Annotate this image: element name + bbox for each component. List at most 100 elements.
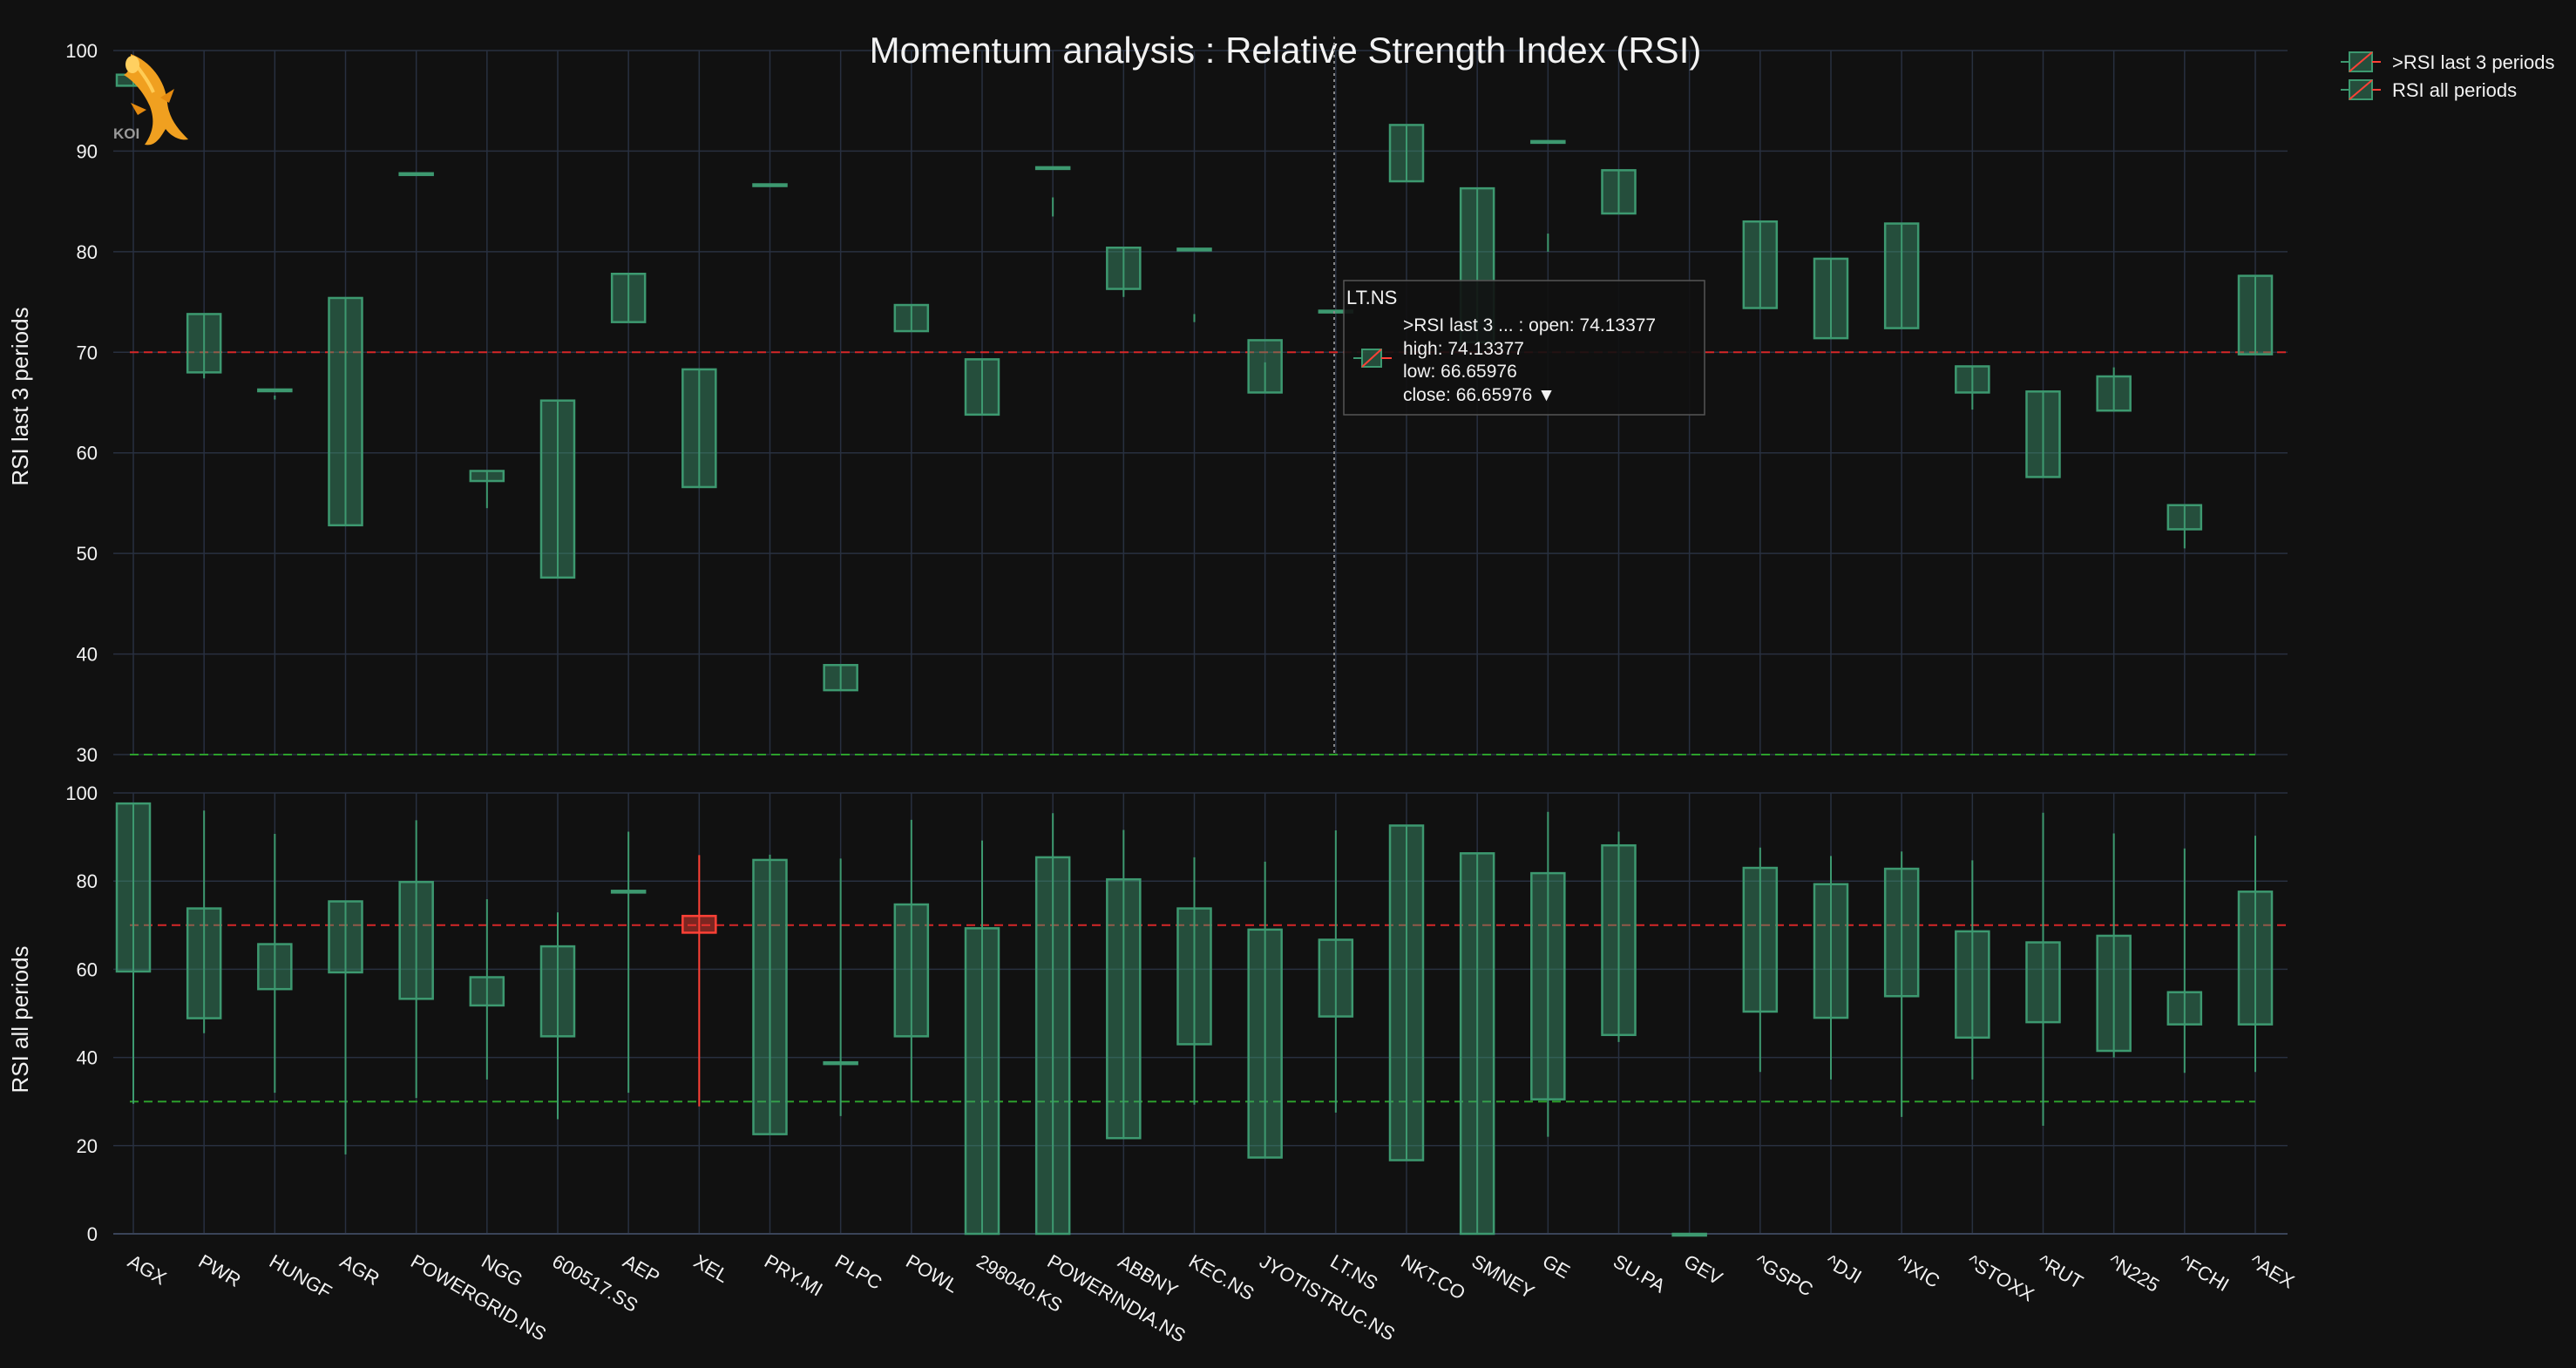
candle--n225[interactable] [2096, 367, 2132, 412]
candle-pry-mi[interactable] [752, 854, 788, 1135]
candle-body [964, 358, 1000, 416]
candle-kec-ns[interactable] [1176, 247, 1212, 322]
candle-body [610, 273, 647, 323]
candle-pwr[interactable] [186, 313, 222, 379]
candle-xel[interactable] [681, 855, 717, 1107]
legend-label-last3: >RSI last 3 periods [2392, 51, 2554, 73]
tooltip-high: high: 74.13377 [1403, 339, 1524, 359]
candle-ge[interactable] [1530, 139, 1566, 252]
candle-body [1247, 339, 1283, 394]
y-tick-label: 100 [65, 782, 98, 804]
candle-body [2096, 934, 2132, 1053]
legend-item-last3[interactable]: >RSI last 3 periods [2341, 51, 2554, 73]
candle-600517-ss[interactable] [539, 399, 576, 579]
candle-298040-ks[interactable] [964, 840, 1000, 1236]
candle--fchi[interactable] [2166, 504, 2203, 549]
candle--n225[interactable] [2096, 833, 2132, 1058]
candle-body [469, 976, 505, 1007]
y-tick-label: 50 [77, 543, 98, 565]
y-axis-label-bottom: RSI all periods [7, 945, 33, 1093]
candle-298040-ks[interactable] [964, 358, 1000, 416]
candle-smney[interactable] [1459, 852, 1495, 1236]
candle-powergrid-ns[interactable] [398, 820, 434, 1099]
candle-body [1883, 222, 1920, 329]
candle-abbny[interactable] [1106, 246, 1142, 297]
candle--ixic[interactable] [1883, 851, 1920, 1117]
candle-hungf[interactable] [257, 834, 293, 1094]
candle-agr[interactable] [328, 900, 363, 1155]
candle-hungf[interactable] [257, 388, 293, 400]
candle-powl[interactable] [893, 819, 930, 1102]
y-tick-label: 80 [77, 870, 98, 892]
candle-xel[interactable] [681, 368, 717, 489]
y-tick-label: 40 [77, 644, 98, 666]
y-tick-label: 40 [77, 1047, 98, 1069]
candle--aex[interactable] [2237, 274, 2274, 356]
candle-body [1813, 883, 1849, 1019]
candle-jyotistruc-ns[interactable] [1247, 861, 1283, 1159]
candle-powl[interactable] [893, 303, 930, 333]
candle-powergrid-ns[interactable] [398, 172, 434, 254]
candle-nkt-co[interactable] [1388, 824, 1425, 1161]
candle-body [186, 313, 222, 374]
candle-body [2166, 991, 2203, 1026]
candle-ge[interactable] [1530, 811, 1566, 1137]
tooltip-low: low: 66.65976 [1403, 362, 1517, 382]
candle-body [1813, 257, 1849, 340]
candle-body [539, 945, 576, 1038]
candle-ngg[interactable] [469, 470, 505, 509]
candle-body [752, 183, 788, 187]
candle-body [1034, 856, 1071, 1236]
koi-logo: KOI [113, 54, 188, 146]
candle-body [823, 1060, 858, 1066]
candle-pry-mi[interactable] [752, 183, 788, 204]
candle-body [823, 664, 858, 692]
candle-600517-ss[interactable] [539, 912, 576, 1120]
logo-text: KOI [113, 125, 139, 142]
candle--dji[interactable] [1813, 257, 1849, 340]
candle-body [2237, 274, 2274, 356]
candle--gspc[interactable] [1742, 847, 1779, 1073]
candle--gspc[interactable] [1742, 220, 1779, 309]
candle-powerindia-ns[interactable] [1034, 166, 1071, 217]
candle-body [328, 900, 363, 974]
candle-aep[interactable] [610, 273, 647, 323]
candle-body [752, 858, 788, 1135]
tooltip-title: LT.NS [1346, 287, 1397, 308]
candle--stoxx[interactable] [1955, 365, 1990, 410]
candle-nkt-co[interactable] [1388, 124, 1425, 183]
candle-plpc[interactable] [823, 858, 858, 1116]
candle-body [1742, 220, 1779, 309]
candle-kec-ns[interactable] [1176, 857, 1212, 1105]
candle-body [1106, 877, 1142, 1140]
candle-lt-ns[interactable] [1318, 830, 1354, 1113]
candle-su-pa[interactable] [1601, 831, 1637, 1042]
candle-abbny[interactable] [1106, 830, 1142, 1140]
candle--rut[interactable] [2025, 812, 2061, 1127]
candle--fchi[interactable] [2166, 848, 2203, 1073]
candle-su-pa[interactable] [1601, 169, 1637, 215]
candle--aex[interactable] [2237, 836, 2274, 1073]
candle-aep[interactable] [610, 831, 647, 1094]
candle-body [257, 943, 293, 991]
candle-body [1388, 824, 1425, 1161]
candle--ixic[interactable] [1883, 222, 1920, 329]
candle--rut[interactable] [2025, 390, 2061, 478]
candle-pwr[interactable] [186, 810, 222, 1033]
candle-ngg[interactable] [469, 898, 505, 1080]
candle--dji[interactable] [1813, 856, 1849, 1080]
candle-jyotistruc-ns[interactable] [1247, 339, 1283, 394]
candle-powerindia-ns[interactable] [1034, 813, 1071, 1236]
chart-title: Momentum analysis : Relative Strength In… [870, 30, 1702, 71]
candle-agx[interactable] [115, 802, 152, 1104]
candle-body [681, 368, 717, 489]
candle-body [1034, 166, 1071, 171]
candle-gev[interactable] [1671, 1232, 1707, 1237]
candle--stoxx[interactable] [1955, 860, 1990, 1080]
legend-item-all[interactable]: RSI all periods [2341, 79, 2517, 101]
candle-body [469, 470, 505, 483]
candle-agr[interactable] [328, 296, 363, 527]
candle-plpc[interactable] [823, 664, 858, 692]
hover-tooltip: LT.NS >RSI last 3 ... : open: 74.13377 h… [1343, 280, 1705, 416]
